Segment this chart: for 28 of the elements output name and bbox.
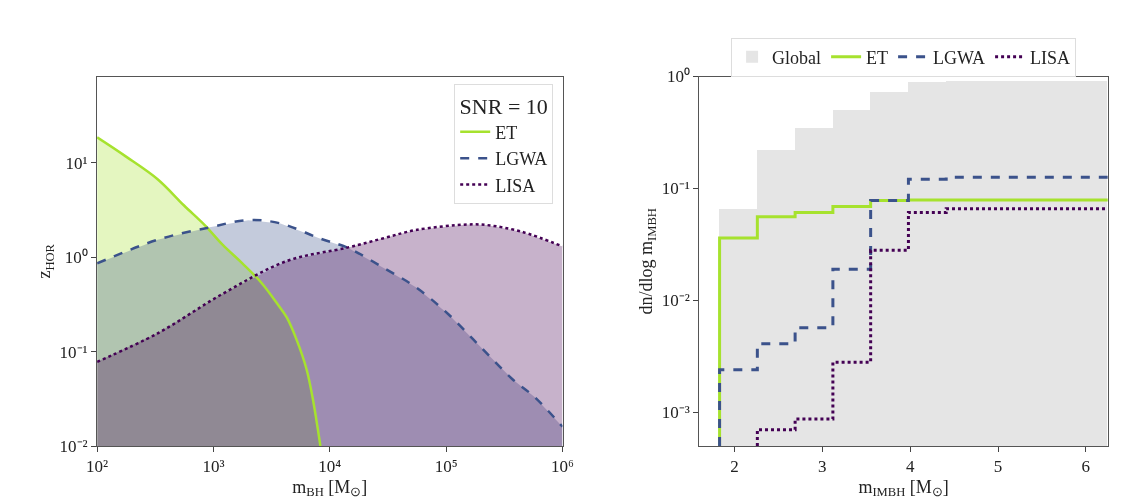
x-tick-label: 10⁴ [318,457,342,477]
x-tick-label: 6 [1081,457,1091,477]
legend-label: LGWA [495,149,548,170]
y-tick-label: 10⁰ [666,67,690,87]
x-tick-label: 2 [730,457,739,477]
y-tick-label: 10⁻³ [661,403,690,423]
x-tick-label: 3 [818,457,827,477]
x-tick-label: 4 [905,457,915,477]
y-tick-label: 10⁻¹ [59,342,88,362]
x-tick-label: 10² [86,457,109,477]
legend-title: SNR = 10 [459,93,548,119]
legend-label: LGWA [933,47,986,68]
x-axis-title: m$_{IMBH}$ [M$_{⊙}$] [858,476,949,500]
x-axis-title: m$_{BH}$ [M$_{⊙}$] [292,476,368,500]
y-tick-label: 10⁻² [59,436,88,456]
legend-label: ET [866,47,889,68]
legend-label: LISA [495,175,536,196]
x-tick-label: 10⁶ [551,457,575,477]
legend-label: Global [772,47,822,68]
y-tick-label: 10⁰ [64,248,88,268]
x-tick-label: 5 [993,457,1003,477]
x-tick-label: 10⁵ [434,457,458,477]
y-tick-label: 10⁻¹ [661,179,690,199]
y-tick-label: 10¹ [65,153,88,173]
legend-label: LISA [1030,47,1071,68]
x-tick-label: 10³ [202,457,225,477]
y-tick-label: 10⁻² [661,291,690,311]
legend-label: ET [495,122,518,143]
